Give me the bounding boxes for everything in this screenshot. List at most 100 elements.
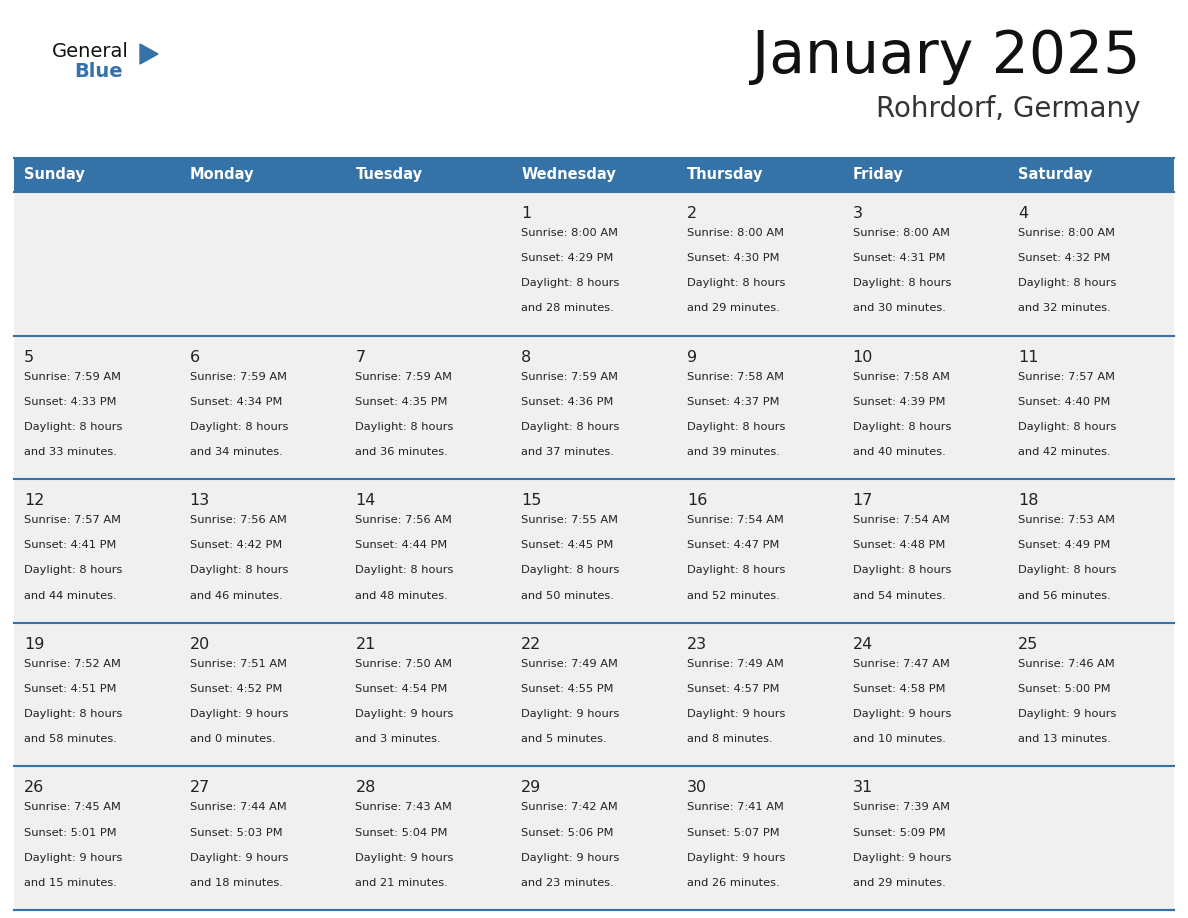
Text: 6: 6: [190, 350, 200, 364]
Text: Daylight: 8 hours: Daylight: 8 hours: [1018, 565, 1117, 576]
Text: and 32 minutes.: and 32 minutes.: [1018, 303, 1111, 313]
Text: Thursday: Thursday: [687, 167, 763, 183]
Text: Sunrise: 7:41 AM: Sunrise: 7:41 AM: [687, 802, 784, 812]
Text: and 29 minutes.: and 29 minutes.: [853, 878, 946, 888]
Text: Sunrise: 7:54 AM: Sunrise: 7:54 AM: [853, 515, 949, 525]
Text: Sunset: 4:57 PM: Sunset: 4:57 PM: [687, 684, 779, 694]
Text: Daylight: 8 hours: Daylight: 8 hours: [355, 565, 454, 576]
Text: Sunset: 4:47 PM: Sunset: 4:47 PM: [687, 541, 779, 550]
Text: Daylight: 8 hours: Daylight: 8 hours: [687, 565, 785, 576]
Text: and 34 minutes.: and 34 minutes.: [190, 447, 283, 457]
Text: 26: 26: [24, 780, 44, 795]
Text: 10: 10: [853, 350, 873, 364]
Text: Daylight: 8 hours: Daylight: 8 hours: [522, 565, 619, 576]
Text: 4: 4: [1018, 206, 1029, 221]
Text: and 33 minutes.: and 33 minutes.: [24, 447, 116, 457]
Text: 9: 9: [687, 350, 697, 364]
Text: Sunset: 4:36 PM: Sunset: 4:36 PM: [522, 397, 613, 407]
Text: Daylight: 8 hours: Daylight: 8 hours: [522, 278, 619, 288]
Text: Sunrise: 7:56 AM: Sunrise: 7:56 AM: [190, 515, 286, 525]
Text: Blue: Blue: [74, 62, 122, 81]
Text: Sunrise: 7:50 AM: Sunrise: 7:50 AM: [355, 659, 453, 669]
Text: Sunrise: 8:00 AM: Sunrise: 8:00 AM: [687, 228, 784, 238]
Text: Sunrise: 7:53 AM: Sunrise: 7:53 AM: [1018, 515, 1116, 525]
Text: Sunrise: 7:49 AM: Sunrise: 7:49 AM: [687, 659, 784, 669]
Text: Sunset: 4:30 PM: Sunset: 4:30 PM: [687, 253, 779, 263]
Text: 12: 12: [24, 493, 44, 509]
Bar: [14, 192, 1174, 336]
Text: and 10 minutes.: and 10 minutes.: [853, 734, 946, 744]
Text: and 46 minutes.: and 46 minutes.: [190, 590, 283, 600]
Text: and 52 minutes.: and 52 minutes.: [687, 590, 779, 600]
Bar: [14, 767, 1174, 910]
Text: Daylight: 9 hours: Daylight: 9 hours: [522, 709, 619, 719]
Text: 14: 14: [355, 493, 375, 509]
Bar: [14, 622, 1174, 767]
Text: Sunrise: 7:59 AM: Sunrise: 7:59 AM: [190, 372, 286, 382]
Text: Sunset: 4:35 PM: Sunset: 4:35 PM: [355, 397, 448, 407]
Text: Sunset: 5:07 PM: Sunset: 5:07 PM: [687, 827, 779, 837]
Text: Sunset: 4:45 PM: Sunset: 4:45 PM: [522, 541, 613, 550]
Text: Sunset: 4:44 PM: Sunset: 4:44 PM: [355, 541, 448, 550]
Text: and 48 minutes.: and 48 minutes.: [355, 590, 448, 600]
Text: and 0 minutes.: and 0 minutes.: [190, 734, 276, 744]
Text: Sunset: 4:42 PM: Sunset: 4:42 PM: [190, 541, 282, 550]
Text: Sunset: 4:52 PM: Sunset: 4:52 PM: [190, 684, 282, 694]
Text: 25: 25: [1018, 637, 1038, 652]
Text: Sunrise: 7:44 AM: Sunrise: 7:44 AM: [190, 802, 286, 812]
Text: and 28 minutes.: and 28 minutes.: [522, 303, 614, 313]
Text: Sunset: 4:51 PM: Sunset: 4:51 PM: [24, 684, 116, 694]
Text: Sunrise: 7:54 AM: Sunrise: 7:54 AM: [687, 515, 784, 525]
Text: Sunrise: 7:51 AM: Sunrise: 7:51 AM: [190, 659, 286, 669]
Text: Daylight: 8 hours: Daylight: 8 hours: [853, 422, 950, 431]
Text: 24: 24: [853, 637, 873, 652]
Text: and 44 minutes.: and 44 minutes.: [24, 590, 116, 600]
Text: Daylight: 9 hours: Daylight: 9 hours: [853, 709, 950, 719]
Text: Daylight: 8 hours: Daylight: 8 hours: [24, 565, 122, 576]
Text: Sunset: 4:58 PM: Sunset: 4:58 PM: [853, 684, 946, 694]
Text: Sunrise: 7:47 AM: Sunrise: 7:47 AM: [853, 659, 949, 669]
Text: and 23 minutes.: and 23 minutes.: [522, 878, 614, 888]
Text: Daylight: 9 hours: Daylight: 9 hours: [522, 853, 619, 863]
Text: and 15 minutes.: and 15 minutes.: [24, 878, 116, 888]
Text: 29: 29: [522, 780, 542, 795]
Text: Sunset: 5:03 PM: Sunset: 5:03 PM: [190, 827, 283, 837]
Text: Tuesday: Tuesday: [355, 167, 423, 183]
Text: Daylight: 9 hours: Daylight: 9 hours: [687, 853, 785, 863]
Text: 27: 27: [190, 780, 210, 795]
Text: Sunrise: 7:57 AM: Sunrise: 7:57 AM: [1018, 372, 1116, 382]
Text: Sunrise: 7:57 AM: Sunrise: 7:57 AM: [24, 515, 121, 525]
Text: 31: 31: [853, 780, 873, 795]
Text: Daylight: 8 hours: Daylight: 8 hours: [190, 565, 287, 576]
Text: Sunset: 4:37 PM: Sunset: 4:37 PM: [687, 397, 779, 407]
Text: Sunrise: 7:46 AM: Sunrise: 7:46 AM: [1018, 659, 1116, 669]
Text: Daylight: 8 hours: Daylight: 8 hours: [24, 422, 122, 431]
Text: Sunset: 5:06 PM: Sunset: 5:06 PM: [522, 827, 614, 837]
Bar: [14, 336, 1174, 479]
Text: Sunrise: 7:59 AM: Sunrise: 7:59 AM: [355, 372, 453, 382]
Text: Daylight: 8 hours: Daylight: 8 hours: [190, 422, 287, 431]
Text: 30: 30: [687, 780, 707, 795]
Text: and 39 minutes.: and 39 minutes.: [687, 447, 779, 457]
Text: Daylight: 9 hours: Daylight: 9 hours: [355, 853, 454, 863]
Text: Sunset: 4:31 PM: Sunset: 4:31 PM: [853, 253, 946, 263]
Text: Sunrise: 8:00 AM: Sunrise: 8:00 AM: [522, 228, 618, 238]
Text: Sunday: Sunday: [24, 167, 84, 183]
Text: Sunset: 4:55 PM: Sunset: 4:55 PM: [522, 684, 614, 694]
Text: 8: 8: [522, 350, 531, 364]
Polygon shape: [140, 44, 158, 64]
Text: Sunrise: 7:58 AM: Sunrise: 7:58 AM: [853, 372, 949, 382]
Text: 2: 2: [687, 206, 697, 221]
Text: 15: 15: [522, 493, 542, 509]
Text: Daylight: 9 hours: Daylight: 9 hours: [687, 709, 785, 719]
Text: Sunset: 4:54 PM: Sunset: 4:54 PM: [355, 684, 448, 694]
Text: Sunset: 4:40 PM: Sunset: 4:40 PM: [1018, 397, 1111, 407]
Text: and 56 minutes.: and 56 minutes.: [1018, 590, 1111, 600]
Text: Sunrise: 7:59 AM: Sunrise: 7:59 AM: [24, 372, 121, 382]
Text: 19: 19: [24, 637, 44, 652]
Text: Daylight: 8 hours: Daylight: 8 hours: [687, 422, 785, 431]
Text: Sunrise: 7:49 AM: Sunrise: 7:49 AM: [522, 659, 618, 669]
Text: and 58 minutes.: and 58 minutes.: [24, 734, 116, 744]
Text: Sunrise: 7:45 AM: Sunrise: 7:45 AM: [24, 802, 121, 812]
Text: and 5 minutes.: and 5 minutes.: [522, 734, 607, 744]
